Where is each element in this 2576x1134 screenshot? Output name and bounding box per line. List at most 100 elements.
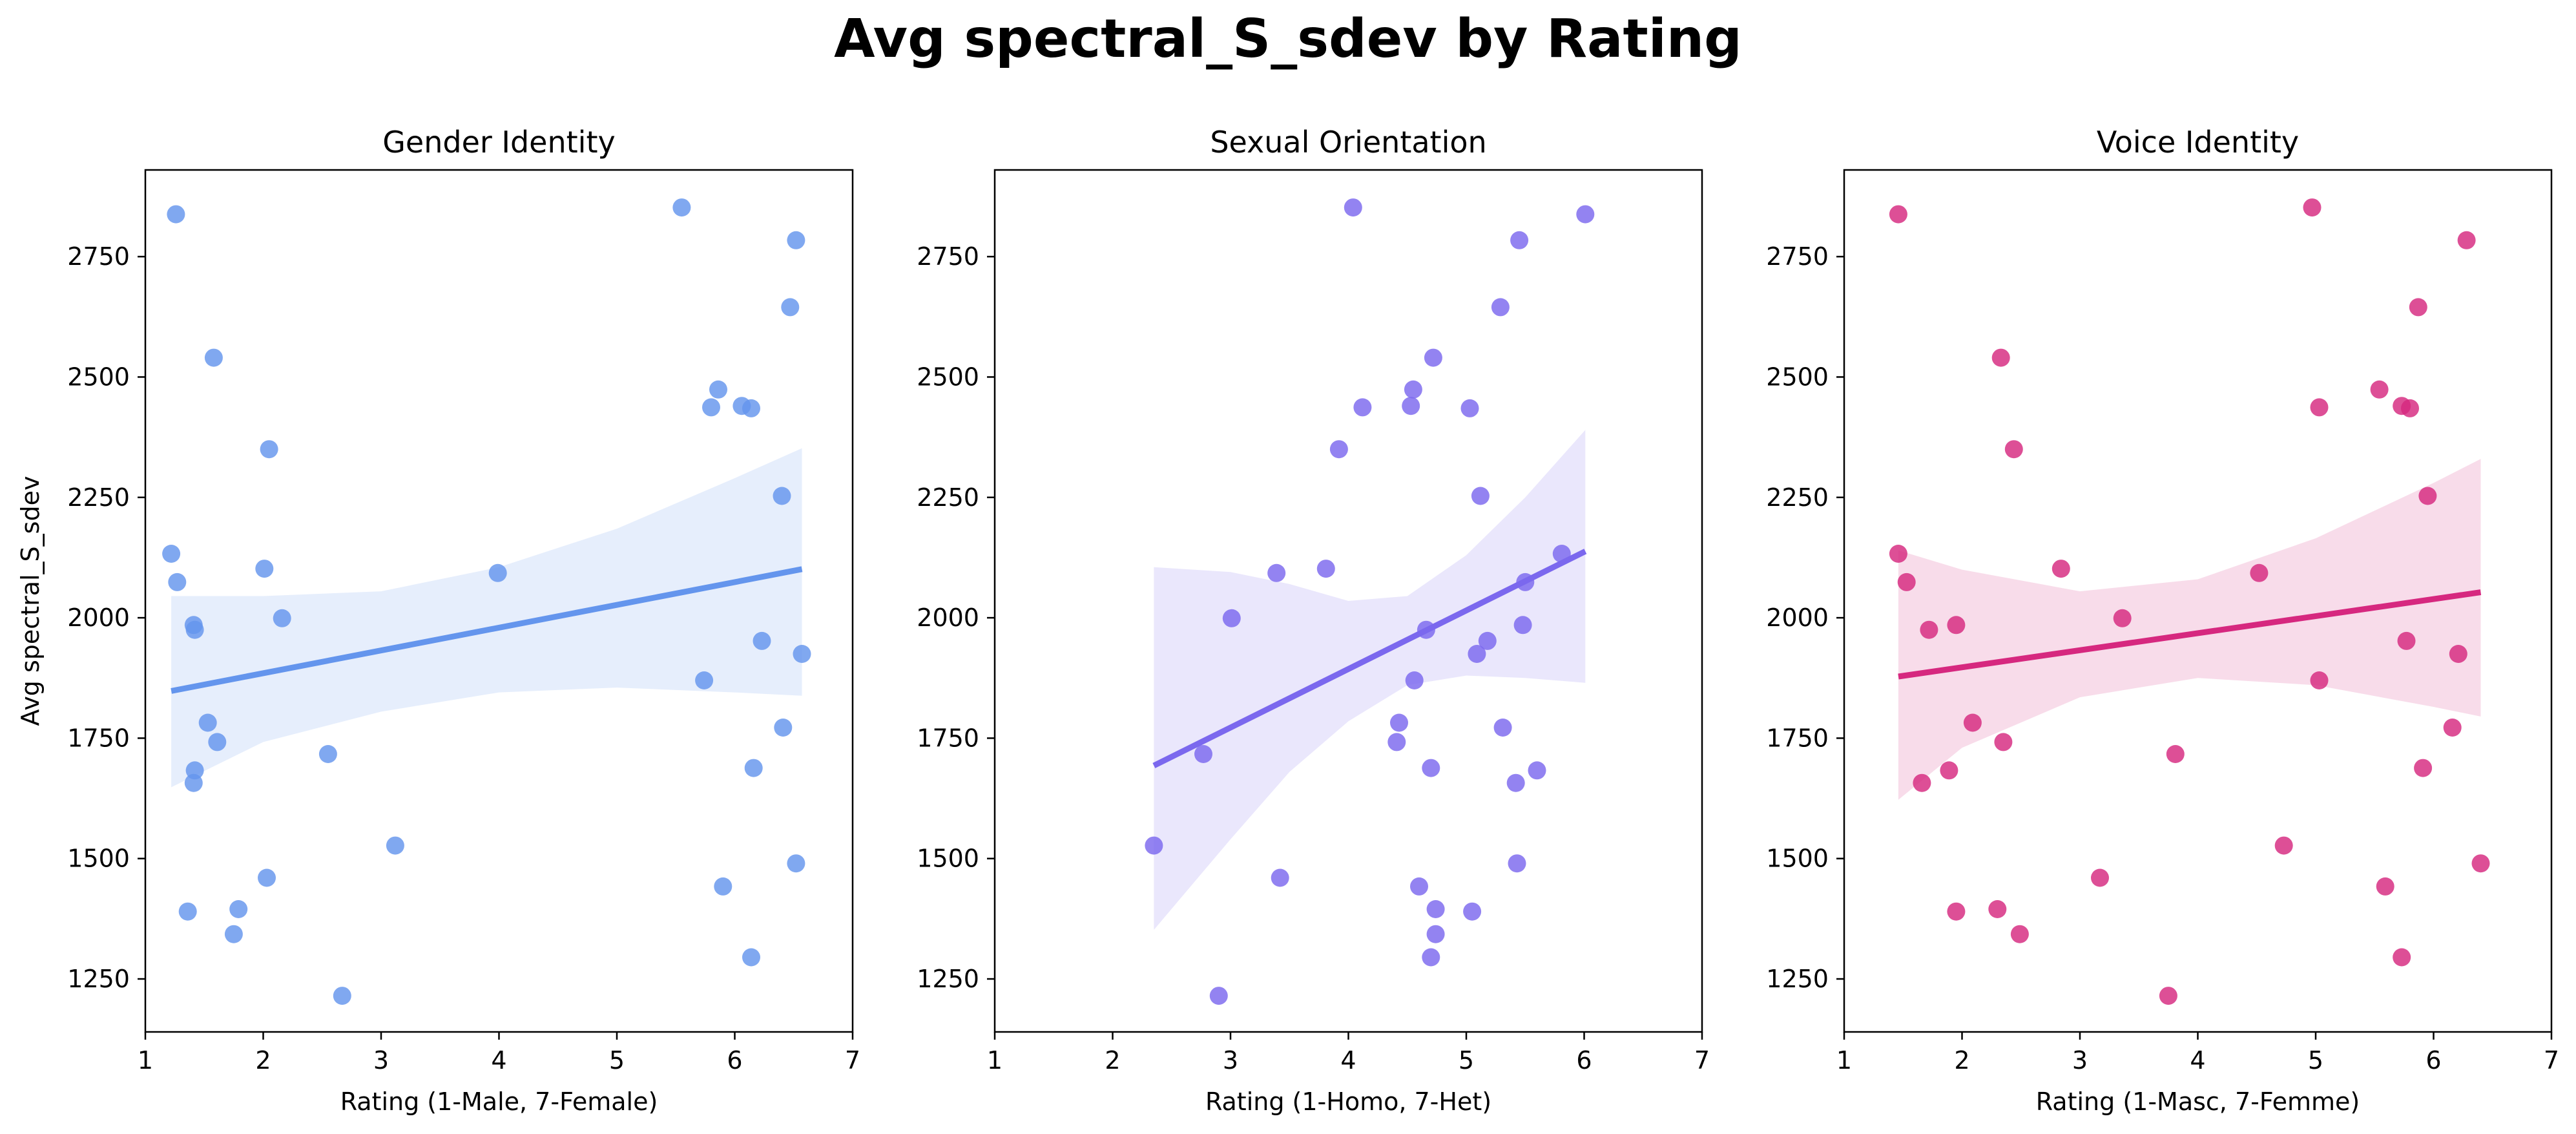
y-tick-label: 2250 [67, 483, 130, 512]
data-point-12 [1988, 900, 2007, 918]
data-point-10 [1991, 348, 2010, 367]
figure-title: Avg spectral_S_sdev by Rating [834, 8, 1742, 70]
data-point-31 [695, 671, 714, 689]
y-axis-label: Avg spectral_S_sdev [16, 476, 45, 726]
data-point-37 [742, 948, 760, 967]
data-point-26 [1471, 487, 1490, 505]
data-point-3 [168, 572, 187, 591]
x-tick-label: 1 [987, 1046, 1002, 1075]
data-point-35 [714, 877, 732, 896]
data-point-15 [1405, 671, 1424, 689]
data-point-19 [1424, 348, 1442, 367]
data-point-8 [1329, 440, 1348, 459]
data-point-9 [1344, 198, 1362, 217]
data-point-36 [2457, 231, 2476, 249]
data-point-26 [742, 399, 760, 417]
data-point-20 [386, 836, 404, 855]
x-tick-label: 5 [1459, 1046, 1474, 1075]
confidence-band [1898, 459, 2481, 800]
y-tick-label: 1250 [917, 965, 979, 993]
data-point-18 [318, 745, 337, 763]
data-point-24 [709, 380, 727, 399]
data-point-33 [2418, 487, 2437, 505]
x-tick-label: 4 [1340, 1046, 1356, 1075]
data-point-29 [2393, 948, 2411, 967]
data-point-23 [702, 398, 720, 417]
regression-line [171, 566, 803, 694]
data-point-11 [178, 902, 197, 921]
data-point-4 [1222, 609, 1241, 627]
data-point-13 [224, 925, 243, 943]
data-point-31 [1508, 854, 1526, 873]
data-point-36 [787, 854, 805, 873]
data-point-19 [2166, 745, 2185, 763]
x-tick-label: 4 [2190, 1046, 2205, 1075]
data-point-15 [2051, 560, 2070, 578]
data-point-22 [2303, 198, 2322, 217]
subplot-title: Gender Identity [382, 125, 615, 160]
data-point-24 [1463, 902, 1482, 921]
x-tick-label: 7 [1694, 1046, 1710, 1075]
data-point-6 [1271, 868, 1289, 887]
data-point-31 [2409, 298, 2427, 317]
data-point-11 [1994, 733, 2013, 751]
data-point-2 [1889, 545, 1907, 563]
x-tick-label: 4 [491, 1046, 506, 1075]
x-tick-label: 3 [1223, 1046, 1238, 1075]
confidence-band [171, 448, 802, 788]
x-tick-label: 7 [845, 1046, 860, 1075]
x-tick-label: 6 [727, 1046, 742, 1075]
data-point-35 [2449, 645, 2467, 663]
y-tick-label: 2750 [67, 242, 130, 271]
data-point-2 [162, 545, 181, 563]
data-point-33 [1513, 616, 1532, 635]
subplot-2: 1 2 3 4 5 6 7 1250 1500 1750 2000 2250 2500 2750 Sexua… [917, 125, 1710, 1116]
y-tick-label: 2000 [917, 604, 979, 632]
x-tick-label: 6 [2425, 1046, 2441, 1075]
data-point-16 [2091, 868, 2109, 887]
data-point-5 [1947, 616, 1966, 635]
y-tick-label: 1750 [67, 724, 130, 752]
data-point-3 [1209, 987, 1228, 1005]
y-tick-label: 1250 [67, 965, 130, 993]
data-point-6 [1913, 773, 1931, 792]
x-tick-label: 3 [2072, 1046, 2088, 1075]
y-tick-label: 2250 [1766, 483, 1829, 512]
data-point-27 [1478, 631, 1497, 650]
data-point-21 [1426, 925, 1445, 943]
data-point-14 [2010, 925, 2029, 943]
data-point-32 [1510, 231, 1529, 249]
data-point-25 [2370, 380, 2389, 399]
data-point-20 [2250, 563, 2269, 582]
data-point-30 [1506, 773, 1525, 792]
data-point-28 [2401, 399, 2419, 417]
data-point-5 [1267, 563, 1286, 582]
data-point-16 [273, 609, 291, 627]
data-point-2 [1194, 745, 1212, 763]
x-tick-label: 1 [1836, 1046, 1852, 1075]
data-point-13 [2004, 440, 2023, 459]
data-point-32 [793, 645, 811, 663]
subplot-3: 1 2 3 4 5 6 7 1250 1500 1750 2000 2250 2500 2750 Voice… [1766, 125, 2559, 1116]
x-axis-label: Rating (1-Male, 7-Female) [340, 1087, 658, 1116]
data-point-17 [258, 868, 276, 887]
regression-line [1152, 549, 1587, 768]
x-axis-label: Rating (1-Masc, 7-Femme) [2036, 1087, 2360, 1116]
data-point-6 [204, 348, 223, 367]
data-point-1 [1145, 836, 1163, 855]
data-point-23 [1460, 399, 1479, 417]
data-point-12 [229, 900, 248, 918]
y-tick-label: 1750 [1766, 724, 1829, 752]
data-point-19 [333, 987, 351, 1005]
data-point-14 [1390, 713, 1408, 732]
x-tick-label: 5 [2308, 1046, 2323, 1075]
y-tick-label: 2750 [1766, 242, 1829, 271]
data-point-24 [2310, 671, 2329, 689]
data-point-18 [1422, 759, 1440, 777]
y-tick-label: 2250 [917, 483, 979, 512]
x-tick-label: 1 [138, 1046, 153, 1075]
data-point-21 [488, 563, 507, 582]
data-point-29 [1493, 719, 1512, 737]
y-tick-label: 1500 [917, 845, 979, 873]
x-tick-label: 2 [1954, 1046, 1969, 1075]
